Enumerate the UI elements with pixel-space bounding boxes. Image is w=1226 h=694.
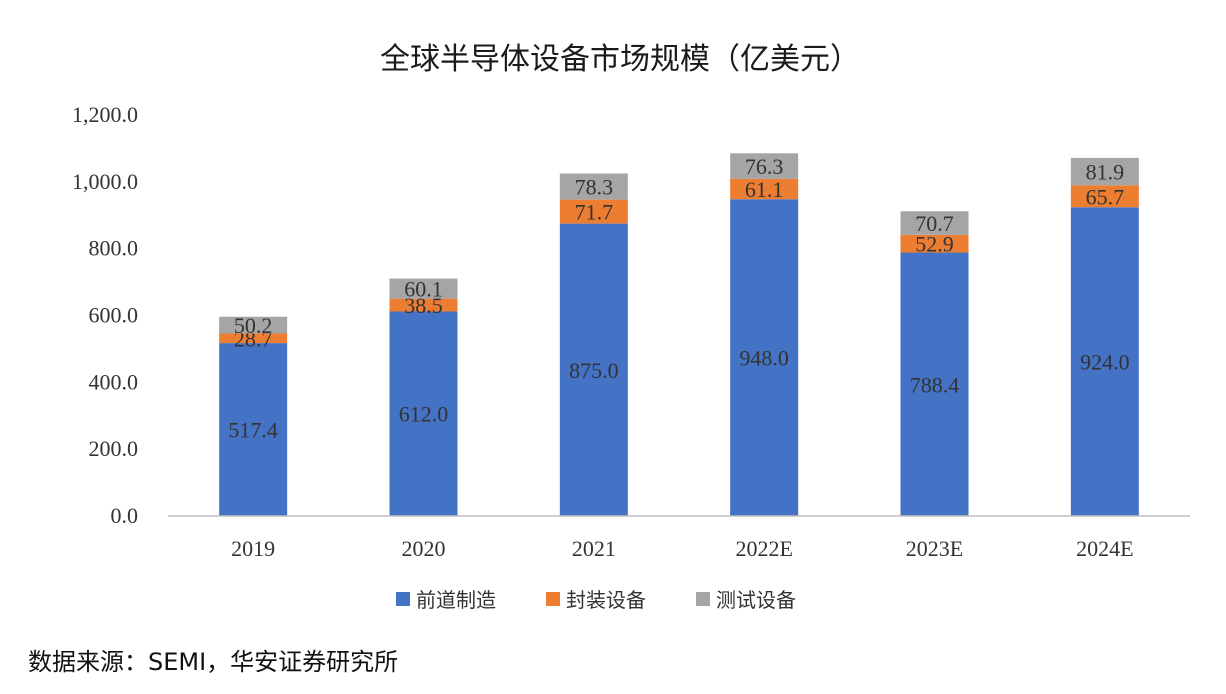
x-tick-label: 2019 [231, 536, 275, 561]
bar-segment [559, 173, 628, 200]
data-label: 71.7 [575, 200, 614, 225]
y-axis: 0.0 200.0 400.0 600.0 800.0 1,000.0 1,200.0 [72, 102, 138, 528]
y-tick-label: 600.0 [89, 303, 139, 328]
data-label: 875.0 [569, 358, 619, 383]
bar-segment [1070, 185, 1139, 208]
data-label: 612.0 [399, 402, 449, 427]
legend-swatch [396, 592, 410, 606]
bar-segment [730, 199, 799, 516]
bar-segment [389, 298, 458, 312]
legend-label: 封装设备 [566, 588, 646, 612]
y-tick-label: 800.0 [89, 236, 139, 261]
bar-segment [389, 278, 458, 299]
y-tick-label: 200.0 [89, 436, 139, 461]
data-label: 924.0 [1080, 350, 1130, 375]
bar-segment [900, 234, 969, 253]
bar-segment [219, 316, 288, 334]
x-tick-label: 2022E [735, 536, 792, 561]
bar-segment [900, 211, 969, 235]
legend-label: 前道制造 [416, 588, 496, 612]
bar-segment [219, 343, 288, 516]
x-tick-label: 2023E [906, 536, 963, 561]
bar-segment [900, 252, 969, 516]
data-label: 60.1 [404, 277, 443, 302]
legend: 前道制造 封装设备 测试设备 [396, 588, 796, 612]
x-axis: 2019 2020 2021 2022E 2023E 2024E [168, 515, 1190, 561]
y-tick-label: 0.0 [111, 503, 139, 528]
bar-segment [1070, 157, 1139, 186]
chart-title: 全球半导体设备市场规模（亿美元） [380, 42, 860, 77]
x-tick-label: 2024E [1076, 536, 1133, 561]
bar-segment [559, 199, 628, 224]
y-tick-label: 1,000.0 [72, 169, 138, 194]
data-label: 61.1 [745, 177, 784, 202]
legend-swatch [546, 592, 560, 606]
y-tick-label: 1,200.0 [72, 102, 138, 127]
data-label: 65.7 [1086, 184, 1125, 209]
data-label: 948.0 [739, 346, 789, 371]
bar-segment [1070, 207, 1139, 517]
data-label: 78.3 [575, 175, 614, 200]
data-label: 81.9 [1086, 160, 1125, 185]
bar-stack-area: 517.428.750.2612.038.560.1875.071.778.39… [219, 153, 1139, 517]
y-tick-label: 400.0 [89, 369, 139, 394]
legend-swatch [696, 592, 710, 606]
bar-segment [559, 223, 628, 516]
legend-label: 测试设备 [716, 588, 796, 612]
data-label: 50.2 [234, 313, 273, 338]
bar-segment [389, 311, 458, 516]
bar-segment [730, 153, 799, 179]
data-label: 52.9 [915, 232, 954, 257]
bar-segment [730, 178, 799, 200]
x-tick-label: 2021 [572, 536, 616, 561]
chart-canvas: 全球半导体设备市场规模（亿美元） 0.0 200.0 400.0 600.0 800.0… [72, 42, 1190, 612]
x-tick-label: 2020 [402, 536, 446, 561]
data-label: 76.3 [745, 154, 784, 179]
bar-segment [219, 333, 288, 344]
data-label: 517.4 [228, 418, 278, 443]
data-label: 70.7 [915, 211, 954, 236]
source-note: 数据来源：SEMI，华安证券研究所 [28, 648, 399, 676]
data-label: 788.4 [910, 372, 960, 397]
